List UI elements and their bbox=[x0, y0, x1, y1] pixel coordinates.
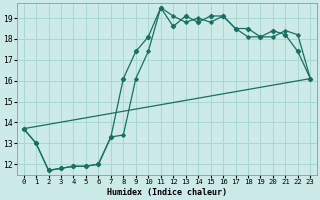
X-axis label: Humidex (Indice chaleur): Humidex (Indice chaleur) bbox=[107, 188, 227, 197]
